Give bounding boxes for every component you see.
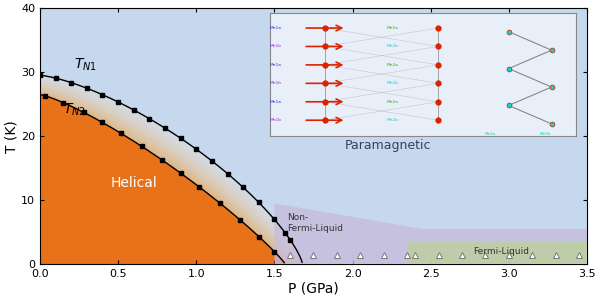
Polygon shape [40, 78, 302, 263]
Polygon shape [40, 85, 302, 264]
Polygon shape [40, 88, 302, 264]
Polygon shape [40, 91, 302, 264]
Polygon shape [40, 90, 302, 264]
Polygon shape [40, 83, 302, 264]
Text: Fermi-Liquid: Fermi-Liquid [473, 247, 529, 256]
Polygon shape [40, 82, 302, 264]
Polygon shape [40, 85, 302, 264]
Polygon shape [40, 77, 302, 263]
Polygon shape [40, 85, 302, 264]
Polygon shape [40, 77, 302, 263]
Polygon shape [40, 77, 302, 263]
Polygon shape [40, 90, 302, 264]
Polygon shape [40, 90, 302, 264]
Polygon shape [40, 92, 302, 264]
Polygon shape [40, 92, 302, 264]
Polygon shape [40, 93, 302, 264]
Polygon shape [40, 80, 302, 264]
Text: $T_{N1}$: $T_{N1}$ [74, 57, 97, 74]
Polygon shape [40, 76, 302, 263]
Polygon shape [40, 81, 302, 264]
Polygon shape [40, 78, 302, 263]
Polygon shape [40, 84, 302, 264]
Y-axis label: T (K): T (K) [4, 120, 18, 153]
Polygon shape [407, 242, 587, 264]
Polygon shape [40, 89, 302, 264]
Polygon shape [40, 86, 302, 264]
Polygon shape [40, 82, 302, 264]
Polygon shape [40, 81, 302, 264]
Polygon shape [40, 76, 302, 263]
Polygon shape [40, 92, 302, 264]
Polygon shape [40, 75, 302, 263]
Polygon shape [40, 88, 302, 264]
Polygon shape [40, 78, 302, 263]
Polygon shape [40, 79, 302, 263]
Polygon shape [40, 94, 285, 264]
Polygon shape [40, 86, 302, 264]
Polygon shape [40, 84, 302, 264]
Text: Helical: Helical [110, 176, 157, 190]
Polygon shape [40, 88, 302, 264]
Polygon shape [40, 82, 302, 264]
Polygon shape [40, 94, 302, 264]
Polygon shape [40, 87, 302, 264]
Text: Non-
Fermi-Liquid: Non- Fermi-Liquid [287, 213, 343, 233]
Polygon shape [40, 89, 302, 264]
Polygon shape [40, 79, 302, 263]
Polygon shape [40, 94, 302, 264]
Polygon shape [40, 87, 302, 264]
Polygon shape [40, 93, 302, 264]
Polygon shape [40, 91, 302, 264]
X-axis label: P (GPa): P (GPa) [288, 282, 339, 296]
Polygon shape [40, 94, 302, 264]
Text: $T_{N2}$: $T_{N2}$ [64, 102, 86, 118]
Polygon shape [40, 93, 302, 264]
Text: Paramagnetic: Paramagnetic [345, 139, 431, 152]
Polygon shape [40, 83, 302, 264]
Polygon shape [40, 79, 302, 263]
Polygon shape [40, 89, 302, 264]
Polygon shape [40, 80, 302, 263]
Polygon shape [40, 76, 302, 263]
Polygon shape [274, 203, 587, 264]
Polygon shape [40, 88, 302, 264]
Polygon shape [40, 83, 302, 264]
Polygon shape [40, 80, 302, 264]
Polygon shape [40, 80, 302, 263]
Polygon shape [40, 85, 302, 264]
Polygon shape [40, 84, 302, 264]
Polygon shape [40, 87, 302, 264]
Polygon shape [40, 92, 302, 264]
Polygon shape [40, 82, 302, 264]
